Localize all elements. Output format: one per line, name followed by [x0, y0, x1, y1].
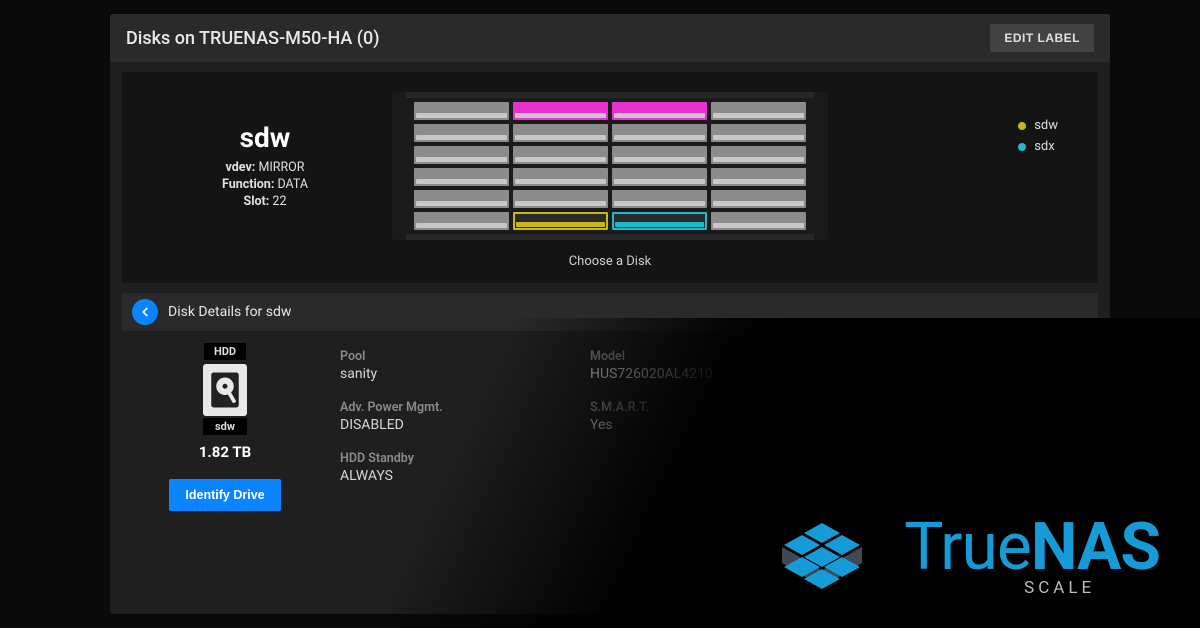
drive-card: HDD sdw 1.82 TB Identify Drive [130, 343, 320, 511]
back-button[interactable] [132, 299, 158, 325]
disk-details-body: HDD sdw 1.82 TB Identify Drive Pool sanit… [122, 331, 1098, 511]
drive-bay[interactable] [711, 190, 806, 208]
drive-bay[interactable] [612, 102, 707, 120]
drive-bay[interactable] [414, 190, 509, 208]
detail-field-label: Adv. Power Mgmt. [340, 400, 560, 415]
disk-legend: sdw sdx [1018, 112, 1058, 160]
chevron-left-icon [138, 305, 152, 319]
selected-disk-info: sdw vdev: MIRROR Function: DATA Slot: 22 [165, 121, 365, 211]
choose-disk-label: Choose a Disk [569, 254, 652, 269]
detail-field-label: HDD Standby [340, 451, 560, 466]
drive-bay[interactable] [513, 124, 608, 142]
drive-bay[interactable] [513, 168, 608, 186]
legend-item: sdw [1018, 118, 1058, 133]
drive-bay[interactable] [612, 212, 707, 230]
identify-drive-button[interactable]: Identify Drive [169, 479, 280, 511]
drive-bay[interactable] [711, 102, 806, 120]
drive-bay[interactable] [513, 190, 608, 208]
drive-size: 1.82 TB [199, 443, 251, 461]
detail-field: Serial [880, 349, 1060, 382]
legend-item: sdx [1018, 139, 1058, 154]
edit-label-button[interactable]: EDIT LABEL [990, 24, 1094, 52]
drive-bay[interactable] [513, 102, 608, 120]
legend-label: sdx [1034, 139, 1055, 154]
detail-field [880, 400, 1060, 433]
drive-bay[interactable] [612, 124, 707, 142]
selected-disk-name: sdw [165, 121, 365, 154]
panel-header: Disks on TRUENAS-M50-HA (0) EDIT LABEL [110, 14, 1110, 62]
detail-field-label: Model [590, 349, 850, 364]
detail-field-value: ALWAYS [340, 468, 560, 484]
detail-field: Pool sanity [340, 349, 560, 382]
detail-field [880, 451, 1060, 484]
detail-field: S.M.A.R.T. Yes [590, 400, 850, 433]
details-grid: Pool sanity Model HUS726020AL4210 Serial Adv.… [340, 343, 1090, 511]
legend-label: sdw [1034, 118, 1058, 133]
legend-dot [1018, 143, 1026, 151]
drive-bay[interactable] [711, 124, 806, 142]
drive-bay[interactable] [711, 168, 806, 186]
disk-details-header: Disk Details for sdw [122, 293, 1098, 331]
detail-field: HDD Standby ALWAYS [340, 451, 560, 484]
drive-bay[interactable] [711, 146, 806, 164]
detail-field-label: Pool [340, 349, 560, 364]
detail-field: Model HUS726020AL4210 [590, 349, 850, 382]
detail-field-value: DISABLED [340, 417, 560, 433]
drive-bay[interactable] [414, 124, 509, 142]
drive-bay[interactable] [612, 168, 707, 186]
drive-bay[interactable] [414, 146, 509, 164]
drive-name: sdw [203, 418, 247, 435]
detail-field [590, 451, 850, 484]
drive-bay[interactable] [513, 146, 608, 164]
drive-bay[interactable] [414, 102, 509, 120]
detail-field-label: S.M.A.R.T. [590, 400, 850, 415]
drive-bay[interactable] [711, 212, 806, 230]
drive-bay[interactable] [612, 190, 707, 208]
disks-panel: Disks on TRUENAS-M50-HA (0) EDIT LABEL s… [110, 14, 1110, 614]
drive-bay[interactable] [612, 146, 707, 164]
chassis-graphic [405, 92, 815, 240]
panel-title: Disks on TRUENAS-M50-HA (0) [126, 28, 380, 49]
drive-bay[interactable] [414, 212, 509, 230]
drive-bay[interactable] [414, 168, 509, 186]
drive-bay[interactable] [513, 212, 608, 230]
drive-type-label: HDD [204, 343, 246, 360]
detail-field-value: HUS726020AL4210 [590, 366, 850, 382]
disk-details-title: Disk Details for sdw [168, 304, 291, 320]
legend-dot [1018, 122, 1026, 130]
detail-field-value: Yes [590, 417, 850, 433]
hdd-icon [203, 364, 247, 416]
detail-field: Adv. Power Mgmt. DISABLED [340, 400, 560, 433]
enclosure-area: sdw vdev: MIRROR Function: DATA Slot: 22… [122, 72, 1098, 283]
detail-field-label: Serial [880, 349, 1060, 364]
detail-field-value: sanity [340, 366, 560, 382]
